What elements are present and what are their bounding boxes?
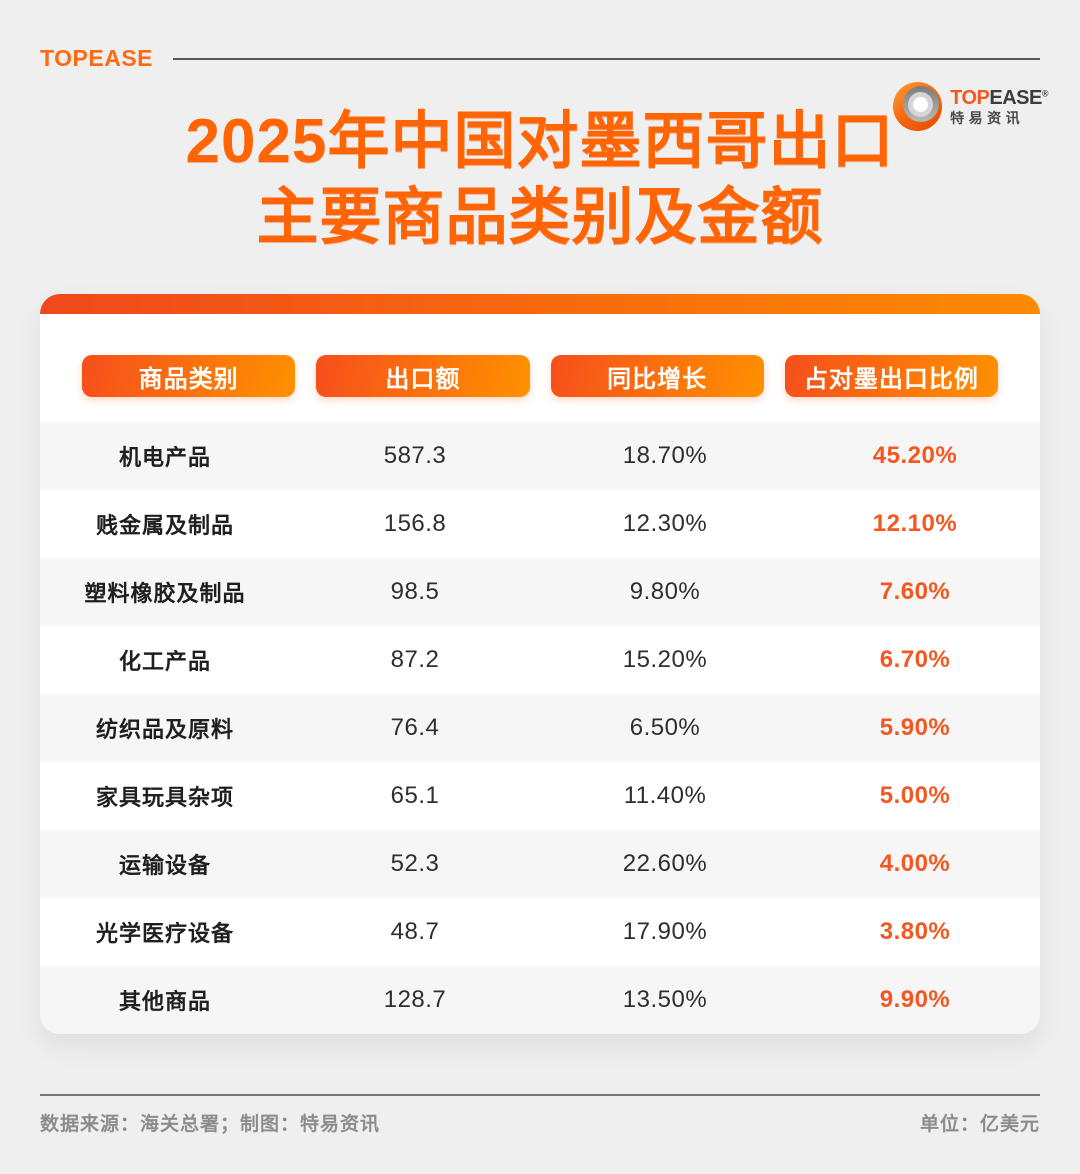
table-row: 化工产品 87.2 15.20% 6.70%	[40, 626, 1040, 694]
category-cell: 纺织品及原料	[95, 717, 234, 742]
export-value-cell: 98.5	[390, 578, 440, 605]
column-header-export-value: 出口额	[316, 355, 530, 397]
share-cell: 6.70%	[879, 646, 951, 673]
yoy-growth-cell: 6.50%	[629, 714, 701, 741]
share-cell: 4.00%	[879, 850, 951, 877]
export-value-cell: 52.3	[390, 850, 440, 877]
yoy-growth-cell: 9.80%	[629, 578, 701, 605]
yoy-growth-cell: 11.40%	[623, 782, 707, 809]
unit-note: 单位：亿美元	[919, 1114, 1040, 1135]
registered-mark: ®	[1041, 88, 1049, 98]
yoy-growth-cell: 18.70%	[622, 442, 708, 469]
yoy-growth-cell: 15.20%	[622, 646, 708, 673]
category-cell: 运输设备	[118, 853, 211, 878]
column-header-category: 商品类别	[82, 355, 296, 397]
yoy-growth-cell: 12.30%	[622, 510, 708, 537]
page-title-line2: 主要商品类别及金额	[256, 183, 824, 252]
data-source-note: 数据来源：海关总署；制图：特易资讯	[40, 1114, 381, 1135]
share-cell: 3.80%	[879, 918, 951, 945]
category-cell: 化工产品	[118, 649, 211, 674]
footer: 数据来源：海关总署；制图：特易资讯 单位：亿美元	[40, 1094, 1040, 1136]
export-value-cell: 87.2	[390, 646, 440, 673]
share-cell: 5.90%	[879, 714, 951, 741]
yoy-growth-cell: 13.50%	[622, 986, 708, 1013]
table-row: 塑料橡胶及制品 98.5 9.80% 7.60%	[40, 558, 1040, 626]
share-cell: 5.00%	[879, 782, 951, 809]
category-cell: 机电产品	[118, 445, 211, 470]
table-header-row: 商品类别 出口额 同比增长 占对墨出口比例	[40, 355, 1040, 397]
yoy-growth-cell: 22.60%	[622, 850, 708, 877]
export-value-cell: 587.3	[383, 442, 447, 469]
export-value-cell: 65.1	[390, 782, 440, 809]
category-cell: 光学医疗设备	[95, 921, 234, 946]
share-cell: 45.20%	[872, 442, 958, 469]
table-row: 其他商品 128.7 13.50% 9.90%	[40, 966, 1040, 1034]
page-title-line1: 2025年中国对墨西哥出口	[185, 107, 895, 176]
data-table-card: 商品类别 出口额 同比增长 占对墨出口比例 机电产品 587.3 18.70% …	[40, 294, 1040, 1034]
logo-circle-icon	[893, 82, 943, 131]
table-row: 光学医疗设备 48.7 17.90% 3.80%	[40, 898, 1040, 966]
share-cell: 7.60%	[879, 578, 951, 605]
category-cell: 其他商品	[118, 989, 211, 1014]
export-value-cell: 156.8	[383, 510, 447, 537]
page-title: 2025年中国对墨西哥出口 主要商品类别及金额	[0, 104, 1080, 256]
column-header-yoy-growth: 同比增长	[550, 355, 764, 397]
table-row: 纺织品及原料 76.4 6.50% 5.90%	[40, 694, 1040, 762]
yoy-growth-cell: 17.90%	[622, 918, 708, 945]
top-divider-line	[173, 57, 1040, 60]
share-cell: 9.90%	[879, 986, 951, 1013]
brand-text: TOPEASE	[40, 45, 153, 71]
table-body: 机电产品 587.3 18.70% 45.20% 贱金属及制品 156.8 12…	[40, 422, 1040, 1034]
category-cell: 家具玩具杂项	[95, 785, 234, 810]
share-cell: 12.10%	[872, 510, 958, 537]
table-row: 机电产品 587.3 18.70% 45.20%	[40, 422, 1040, 490]
category-cell: 塑料橡胶及制品	[84, 581, 246, 606]
category-cell: 贱金属及制品	[95, 513, 234, 538]
logo-wordmark: TOPEASE®	[950, 86, 1049, 109]
export-value-cell: 128.7	[383, 986, 447, 1013]
table-row: 贱金属及制品 156.8 12.30% 12.10%	[40, 490, 1040, 558]
table-row: 运输设备 52.3 22.60% 4.00%	[40, 830, 1040, 898]
export-value-cell: 76.4	[390, 714, 440, 741]
logo-cn-name: 特易资讯	[950, 109, 1025, 126]
export-value-cell: 48.7	[390, 918, 440, 945]
card-accent-bar	[40, 294, 1040, 314]
company-logo: TOPEASE® 特易资讯	[893, 82, 1049, 131]
column-header-share: 占对墨出口比例	[784, 355, 998, 397]
table-row: 家具玩具杂项 65.1 11.40% 5.00%	[40, 762, 1040, 830]
top-brand-strip: TOPEASE	[0, 0, 1080, 72]
